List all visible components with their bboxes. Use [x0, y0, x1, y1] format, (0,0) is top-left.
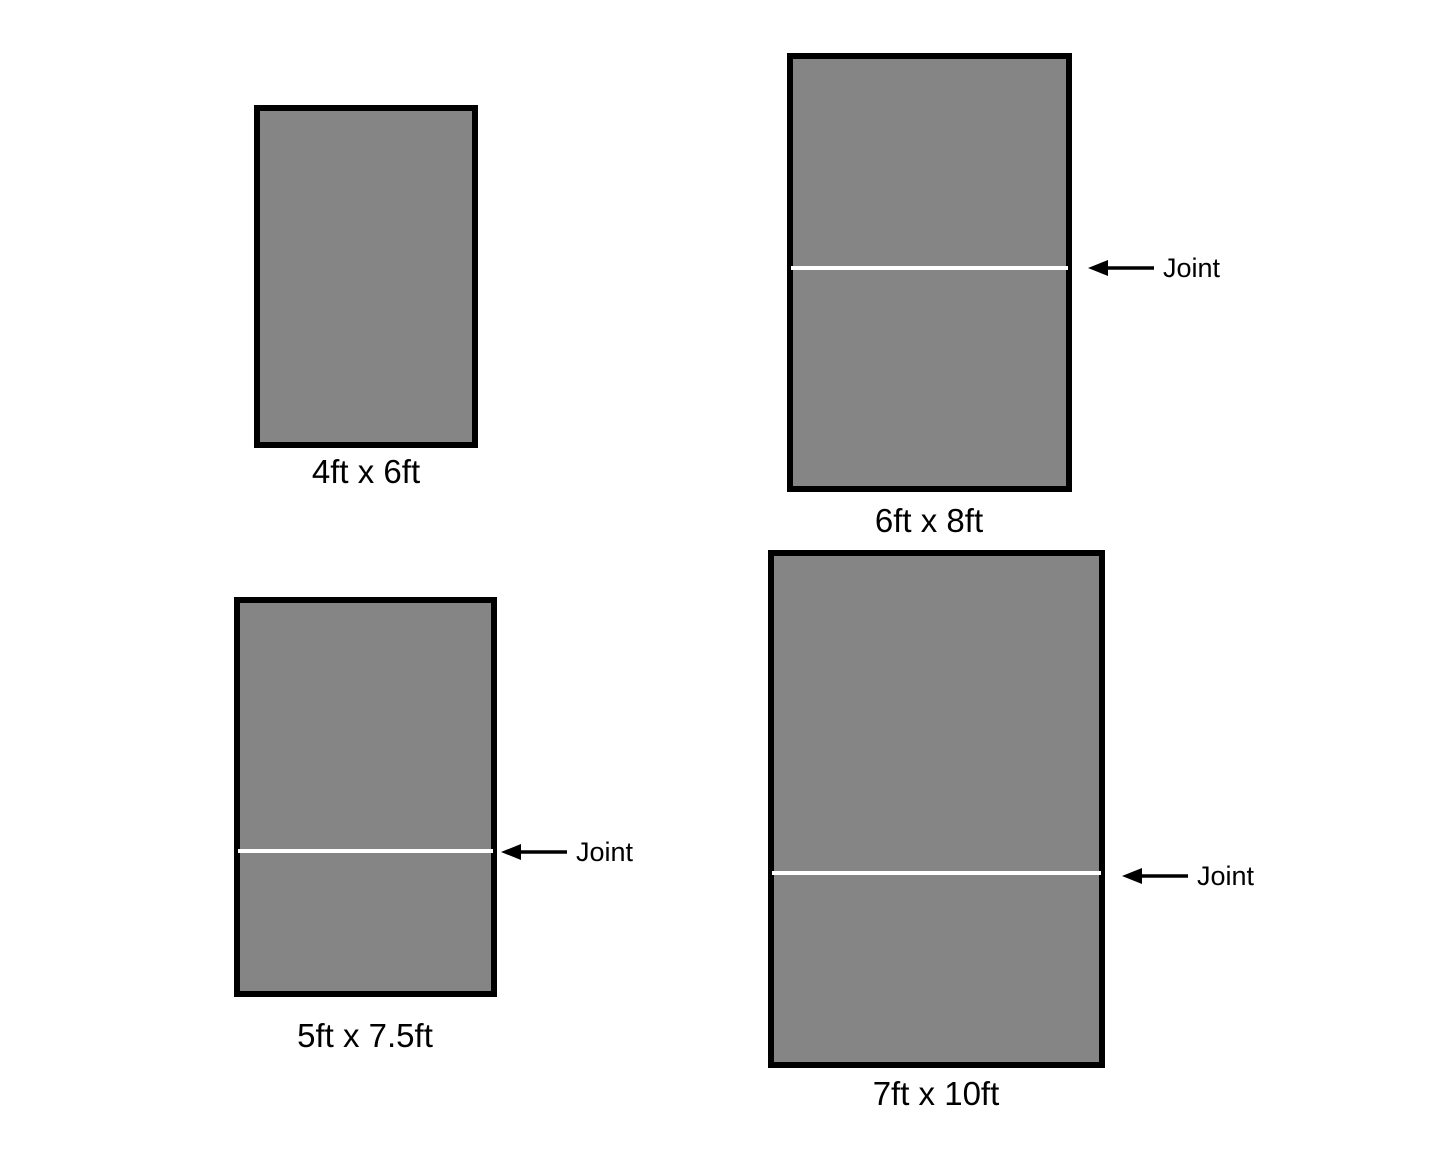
rug-item-5x7p5: [234, 597, 497, 997]
rug-rectangle: [787, 53, 1072, 492]
rug-size-label: 7ft x 10ft: [872, 1075, 1000, 1112]
rug-size-label: 4ft x 6ft: [311, 453, 421, 490]
rug-item-7x10: [768, 550, 1105, 1068]
rug-size-label: 5ft x 7.5ft: [297, 1017, 433, 1054]
joint-annotation: Joint: [501, 835, 633, 869]
joint-annotation: Joint: [1122, 859, 1254, 893]
rug-item-4x6: [254, 105, 478, 448]
joint-label: Joint: [576, 836, 634, 867]
rug-item-6x8: [787, 53, 1072, 492]
joint-label: Joint: [1197, 860, 1255, 891]
joint-line: [238, 849, 493, 853]
joint-line: [791, 266, 1068, 270]
joint-annotation: Joint: [1088, 251, 1220, 285]
rug-size-label: 6ft x 8ft: [874, 502, 984, 539]
arrow-left-icon: [1122, 868, 1188, 884]
arrow-left-icon: [501, 844, 567, 860]
joint-label: Joint: [1163, 252, 1221, 283]
rug-rectangle: [234, 597, 497, 997]
joint-line: [772, 871, 1101, 875]
rug-rectangle: [768, 550, 1105, 1068]
rug-rectangle: [254, 105, 478, 448]
arrow-left-icon: [1088, 260, 1154, 276]
